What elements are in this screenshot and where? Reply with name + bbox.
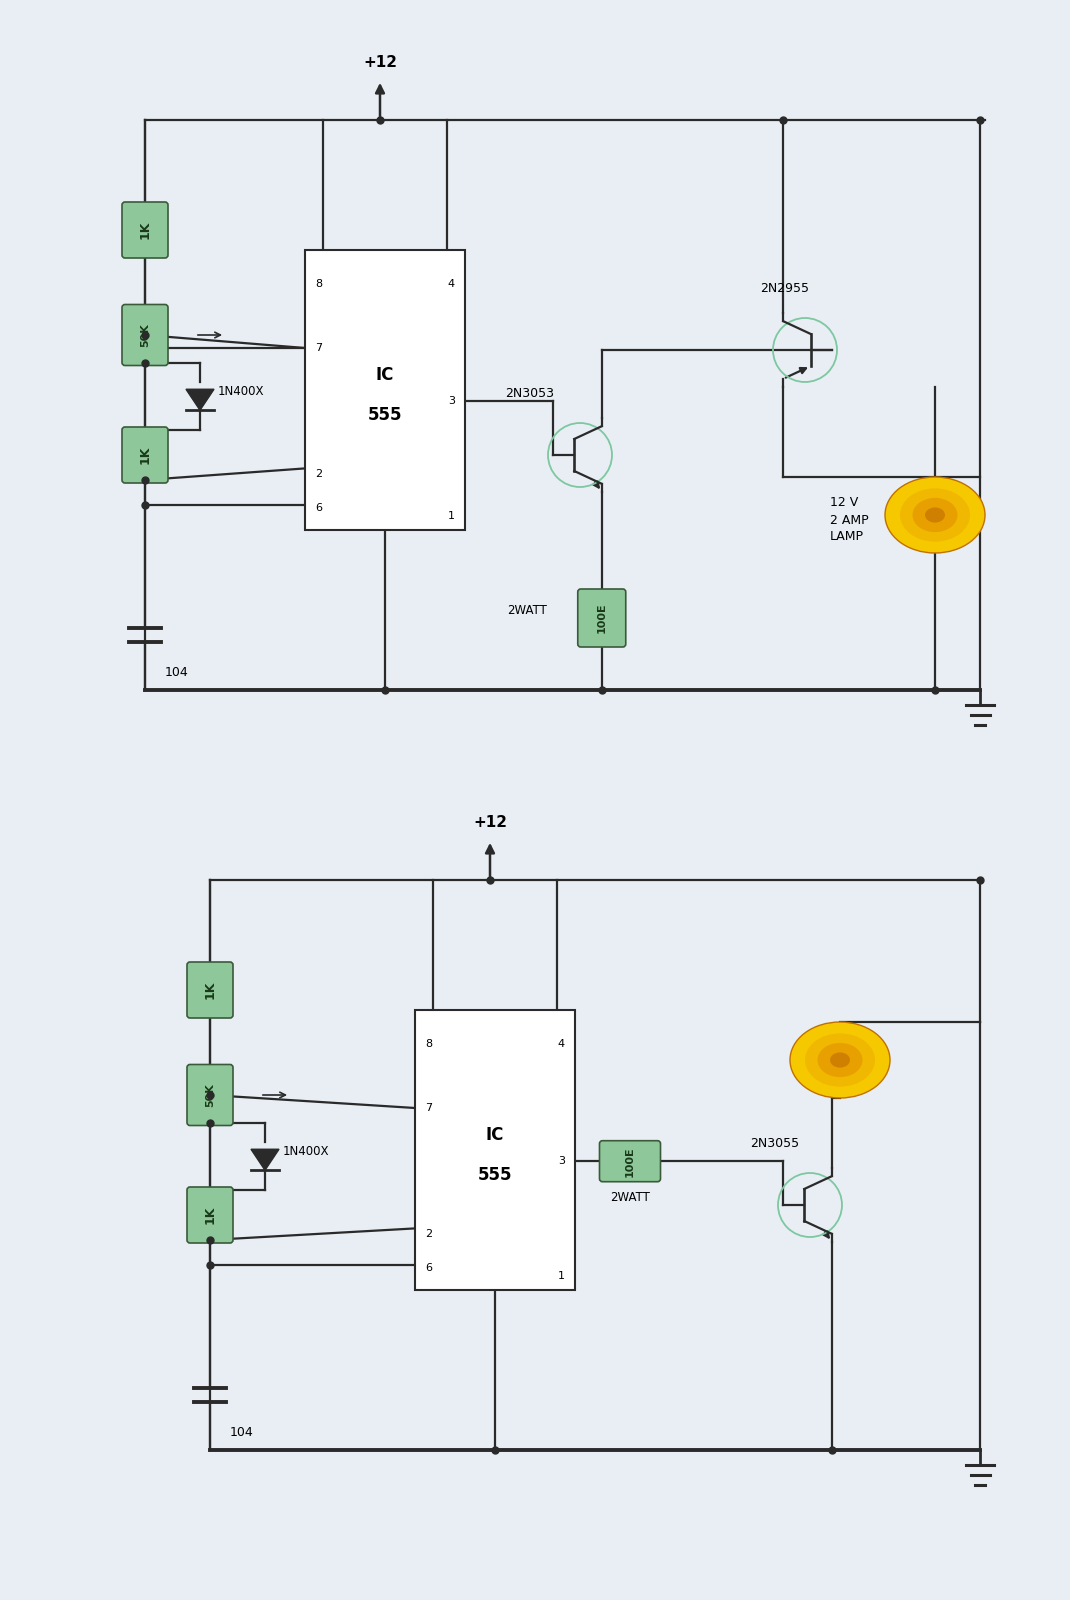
FancyBboxPatch shape xyxy=(599,1141,660,1182)
Text: +12: +12 xyxy=(363,54,397,70)
Ellipse shape xyxy=(913,498,958,533)
Text: 2N3053: 2N3053 xyxy=(505,387,554,400)
Text: 1N400X: 1N400X xyxy=(282,1144,330,1158)
Text: 50K: 50K xyxy=(205,1083,215,1107)
FancyBboxPatch shape xyxy=(122,304,168,365)
Text: 2WATT: 2WATT xyxy=(610,1190,649,1205)
Text: 2N2955: 2N2955 xyxy=(760,282,809,294)
Text: 100E: 100E xyxy=(597,603,607,634)
Text: 3: 3 xyxy=(448,397,455,406)
Text: 7: 7 xyxy=(425,1102,432,1114)
Text: 2N3055: 2N3055 xyxy=(750,1138,799,1150)
Text: 1K: 1K xyxy=(203,981,216,998)
Text: 7: 7 xyxy=(315,342,322,354)
Text: 1K: 1K xyxy=(138,446,152,464)
Text: IC: IC xyxy=(486,1126,504,1144)
Text: 8: 8 xyxy=(425,1038,432,1048)
Text: 1N400X: 1N400X xyxy=(218,384,264,398)
Text: 12 V
2 AMP
LAMP: 12 V 2 AMP LAMP xyxy=(830,496,869,544)
FancyBboxPatch shape xyxy=(122,202,168,258)
Polygon shape xyxy=(186,389,214,410)
Bar xyxy=(415,1010,575,1290)
Text: 4: 4 xyxy=(557,1038,565,1048)
Ellipse shape xyxy=(900,488,970,541)
Text: 555: 555 xyxy=(368,406,402,424)
FancyBboxPatch shape xyxy=(187,1187,233,1243)
Ellipse shape xyxy=(830,1053,850,1067)
FancyBboxPatch shape xyxy=(187,962,233,1018)
Polygon shape xyxy=(251,1149,279,1170)
FancyBboxPatch shape xyxy=(578,589,626,646)
Text: 100E: 100E xyxy=(625,1146,635,1176)
Text: 2WATT: 2WATT xyxy=(507,603,547,616)
Text: 1K: 1K xyxy=(138,221,152,238)
Text: 104: 104 xyxy=(230,1427,254,1440)
Bar xyxy=(305,250,465,530)
Text: 2: 2 xyxy=(315,469,322,478)
Text: 2: 2 xyxy=(425,1229,432,1238)
FancyBboxPatch shape xyxy=(187,1064,233,1125)
Text: 1K: 1K xyxy=(203,1206,216,1224)
Text: 1: 1 xyxy=(557,1270,565,1282)
Ellipse shape xyxy=(805,1034,875,1086)
Text: 104: 104 xyxy=(165,667,188,680)
Text: IC: IC xyxy=(376,366,394,384)
Ellipse shape xyxy=(790,1022,890,1098)
Text: +12: +12 xyxy=(473,814,507,830)
Text: 3: 3 xyxy=(557,1157,565,1166)
Ellipse shape xyxy=(924,507,945,523)
Text: 555: 555 xyxy=(477,1166,513,1184)
FancyBboxPatch shape xyxy=(122,427,168,483)
Text: 4: 4 xyxy=(448,278,455,288)
Text: 1: 1 xyxy=(448,510,455,522)
Text: 8: 8 xyxy=(315,278,322,288)
Ellipse shape xyxy=(885,477,985,554)
Text: 6: 6 xyxy=(315,502,322,512)
Ellipse shape xyxy=(817,1043,862,1077)
Text: 6: 6 xyxy=(425,1262,432,1272)
Text: 50K: 50K xyxy=(140,323,150,347)
